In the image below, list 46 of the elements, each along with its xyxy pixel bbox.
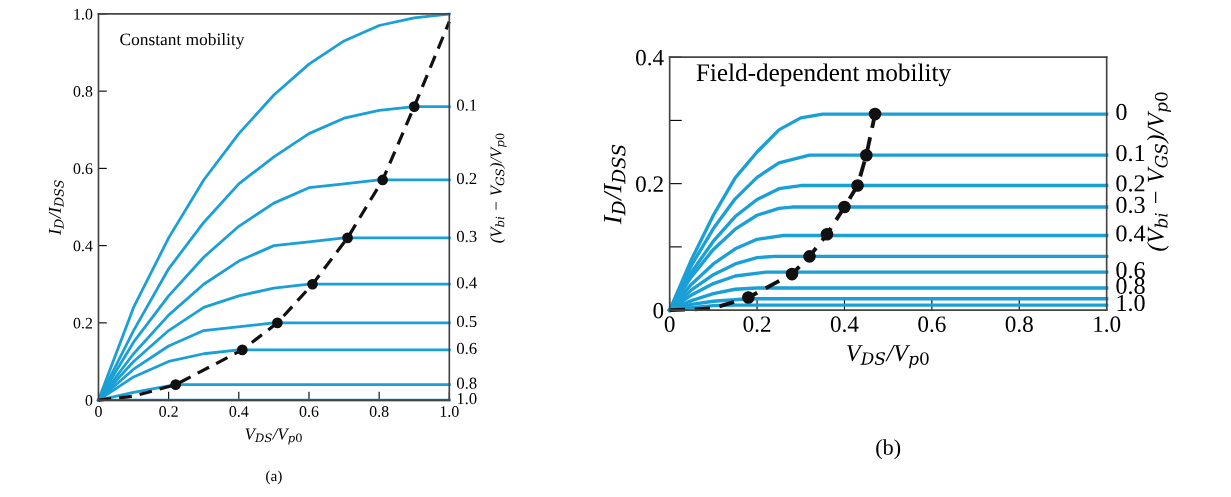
x-tick-label: 0.6 xyxy=(299,406,319,417)
y-tick-label: 1.0 xyxy=(74,8,93,20)
series-label: 0.8 xyxy=(456,377,477,389)
series-label: 0.2 xyxy=(456,172,477,185)
series-label: 0.1 xyxy=(1116,144,1145,162)
series-label: 0.3 xyxy=(1116,196,1145,214)
series-label: 0.6 xyxy=(456,342,477,355)
y-tick-label: 0.6 xyxy=(73,163,93,175)
y-tick-label: 0.8 xyxy=(73,86,93,97)
series-label: 0.4 xyxy=(1116,225,1146,242)
y-tick-label: 0.4 xyxy=(636,49,664,66)
series-label: 0.5 xyxy=(456,315,477,328)
x-tick-label: 0 xyxy=(95,406,102,417)
series-label: 1.0 xyxy=(1117,294,1145,312)
x-axis-title: V$_{DS}$/V$_{p0}$ xyxy=(847,345,929,369)
series-label: 0.1 xyxy=(456,99,477,111)
series-label: 0.6 xyxy=(1116,261,1145,279)
x-tick-label: 0 xyxy=(664,316,675,332)
x-tick-label: 1.0 xyxy=(1094,316,1121,333)
series-label: 0.8 xyxy=(1116,277,1145,295)
y-axis-title: I$_{D}$/I$_{DSS}$ xyxy=(603,144,626,225)
x-axis-title: V$_{DS}$/V$_{p0}$ xyxy=(245,428,302,445)
y2-axis-title: (V$_{bi}$ − V$_{GS}$)/V$_{p0}$ xyxy=(490,133,507,243)
x-tick-label: 1.0 xyxy=(440,406,459,417)
x-tick-label: 0.4 xyxy=(830,316,859,333)
y-tick-label: 0 xyxy=(85,395,93,406)
series-label: 0 xyxy=(1116,103,1127,121)
x-tick-label: 0.4 xyxy=(229,406,249,417)
text: (a) xyxy=(266,470,282,485)
text: (b) xyxy=(876,439,901,460)
series-label: 1.0 xyxy=(457,393,477,405)
x-tick-label: 0.2 xyxy=(743,316,771,333)
chart-title: Field-dependent mobility xyxy=(696,63,951,87)
x-tick-label: 0.6 xyxy=(918,316,946,333)
x-tick-label: 0.2 xyxy=(159,406,178,417)
series-label: 0.3 xyxy=(456,230,477,243)
series-label: 0.4 xyxy=(456,277,477,289)
y-axis-title: I$_{D}$/I$_{DSS}$ xyxy=(48,180,64,236)
x-tick-label: 0.8 xyxy=(369,406,389,417)
x-tick-label: 0.8 xyxy=(1005,316,1033,333)
text: Constant mobility xyxy=(120,33,245,49)
y-tick-label: 0.4 xyxy=(73,240,93,252)
y-tick-label: 0 xyxy=(653,302,664,319)
y-tick-label: 0.2 xyxy=(636,176,663,193)
series-label: 0.2 xyxy=(1116,175,1145,192)
y2-axis-title: (V$_{bi}$ − V$_{GS}$)/V$_{p0}$ xyxy=(1146,92,1171,251)
